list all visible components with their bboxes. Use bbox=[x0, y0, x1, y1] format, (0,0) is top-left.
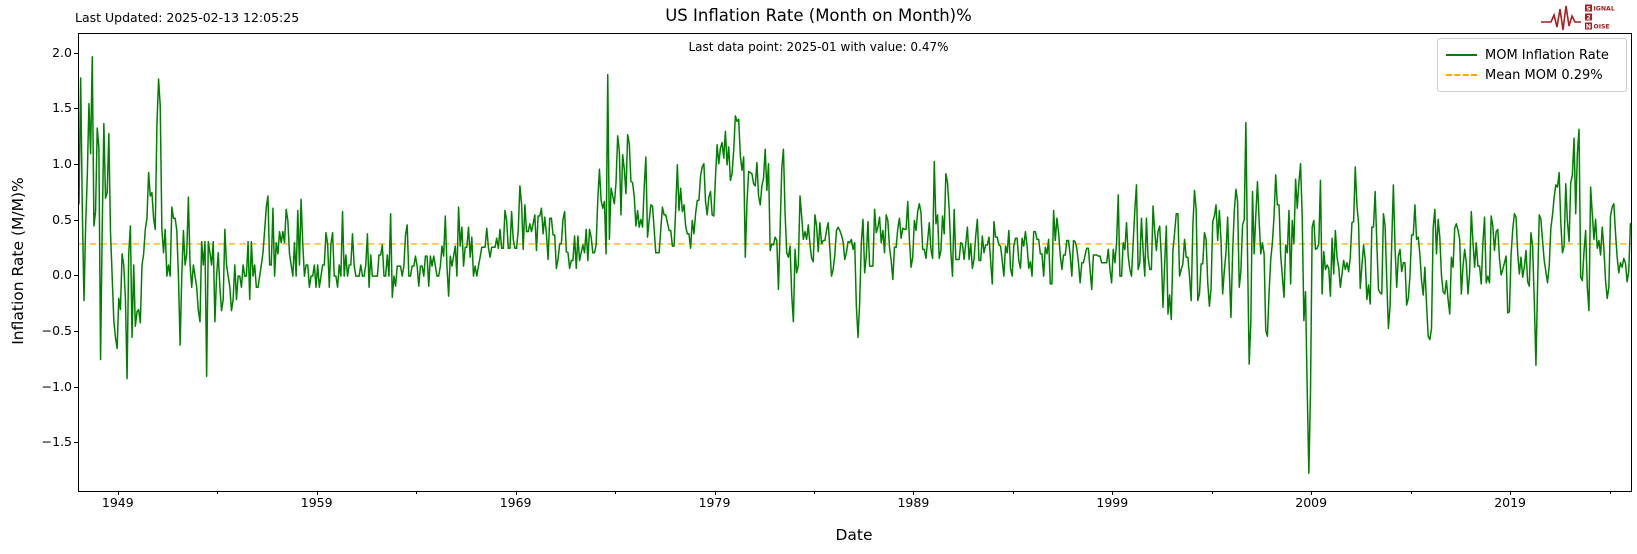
x-minor-tick-1984 bbox=[813, 491, 815, 494]
legend-label-mean: Mean MOM 0.29% bbox=[1485, 67, 1603, 83]
y-tick-label-2: 2.0 bbox=[52, 44, 72, 60]
y-tick-label-0: 0.0 bbox=[52, 267, 72, 283]
y-tick-label--1.5: −1.5 bbox=[41, 434, 72, 450]
y-tick--0.5 bbox=[74, 330, 78, 332]
x-tick-label-1949: 1949 bbox=[101, 495, 134, 510]
last-updated-text: Last Updated: 2025-02-13 12:05:25 bbox=[75, 10, 300, 25]
x-tick-2009 bbox=[1311, 491, 1313, 495]
legend-entry-mean: Mean MOM 0.29% bbox=[1446, 65, 1618, 85]
y-tick-label--0.5: −0.5 bbox=[41, 322, 72, 338]
y-tick-0.5 bbox=[74, 219, 78, 221]
x-minor-tick-1964 bbox=[416, 491, 418, 494]
x-tick-label-1979: 1979 bbox=[698, 495, 731, 510]
logo-word-signal: IGNAL bbox=[1594, 5, 1615, 12]
x-tick-2019 bbox=[1510, 491, 1512, 495]
y-tick-2 bbox=[74, 52, 78, 54]
x-minor-tick-1974 bbox=[615, 491, 616, 494]
x-tick-label-1989: 1989 bbox=[897, 495, 930, 510]
logo-letter-s: S bbox=[1586, 5, 1590, 12]
x-tick-1959 bbox=[316, 491, 318, 495]
y-tick-1.5 bbox=[74, 108, 78, 110]
y-tick-label--1: −1.0 bbox=[41, 378, 72, 394]
x-axis-label: Date bbox=[835, 526, 873, 544]
legend-label-mom: MOM Inflation Rate bbox=[1485, 47, 1609, 63]
x-minor-tick-2004 bbox=[1211, 491, 1213, 494]
y-tick-label-1.5: 1.5 bbox=[52, 100, 72, 116]
x-minor-tick-1994 bbox=[1012, 491, 1014, 494]
x-tick-label-2009: 2009 bbox=[1295, 495, 1328, 510]
legend-entry-mom: MOM Inflation Rate bbox=[1446, 45, 1618, 65]
y-tick-1 bbox=[74, 163, 78, 165]
chart-subtitle: Last data point: 2025-01 with value: 0.4… bbox=[688, 40, 949, 54]
y-tick--1 bbox=[74, 386, 78, 388]
x-tick-label-1969: 1969 bbox=[499, 495, 532, 510]
legend-line-sample-orange-dashed bbox=[1446, 74, 1477, 76]
logo-word-noise: OISE bbox=[1594, 23, 1610, 30]
legend: MOM Inflation Rate Mean MOM 0.29% bbox=[1437, 38, 1627, 92]
y-tick--1.5 bbox=[74, 442, 78, 444]
chart-title: US Inflation Rate (Month on Month)% bbox=[665, 6, 972, 25]
x-tick-label-2019: 2019 bbox=[1494, 495, 1526, 510]
y-tick-label-1: 1.0 bbox=[52, 155, 72, 171]
logo-letter-n: N bbox=[1586, 23, 1591, 30]
mom-inflation-line bbox=[79, 56, 1631, 474]
y-tick-label-0.5: 0.5 bbox=[52, 211, 72, 227]
signal2noise-logo-icon: S IGNAL 2 N OISE bbox=[1541, 4, 1615, 31]
plot-area bbox=[78, 33, 1632, 492]
logo-waveform-icon bbox=[1541, 5, 1581, 31]
x-minor-tick-2014 bbox=[1410, 491, 1412, 494]
x-tick-1979 bbox=[714, 491, 716, 495]
x-tick-1989 bbox=[913, 491, 915, 495]
x-tick-1949 bbox=[117, 491, 119, 495]
x-tick-label-1999: 1999 bbox=[1096, 495, 1129, 510]
legend-line-sample-green bbox=[1446, 54, 1477, 56]
y-axis-label: Inflation Rate (M/M)% bbox=[9, 177, 27, 345]
y-tick-0 bbox=[74, 275, 78, 277]
x-tick-1999 bbox=[1112, 491, 1114, 495]
x-tick-1969 bbox=[515, 491, 517, 495]
logo-digit-2: 2 bbox=[1586, 14, 1590, 21]
x-minor-tick-2024 bbox=[1609, 491, 1611, 494]
x-tick-label-1959: 1959 bbox=[300, 495, 333, 510]
x-minor-tick-1954 bbox=[217, 491, 219, 494]
